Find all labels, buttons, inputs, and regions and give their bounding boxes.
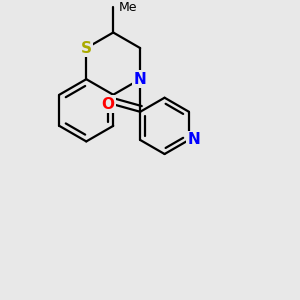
Text: Me: Me — [118, 1, 137, 14]
Text: N: N — [188, 133, 201, 148]
Text: N: N — [134, 72, 147, 87]
Text: S: S — [81, 40, 92, 56]
Text: O: O — [101, 97, 114, 112]
